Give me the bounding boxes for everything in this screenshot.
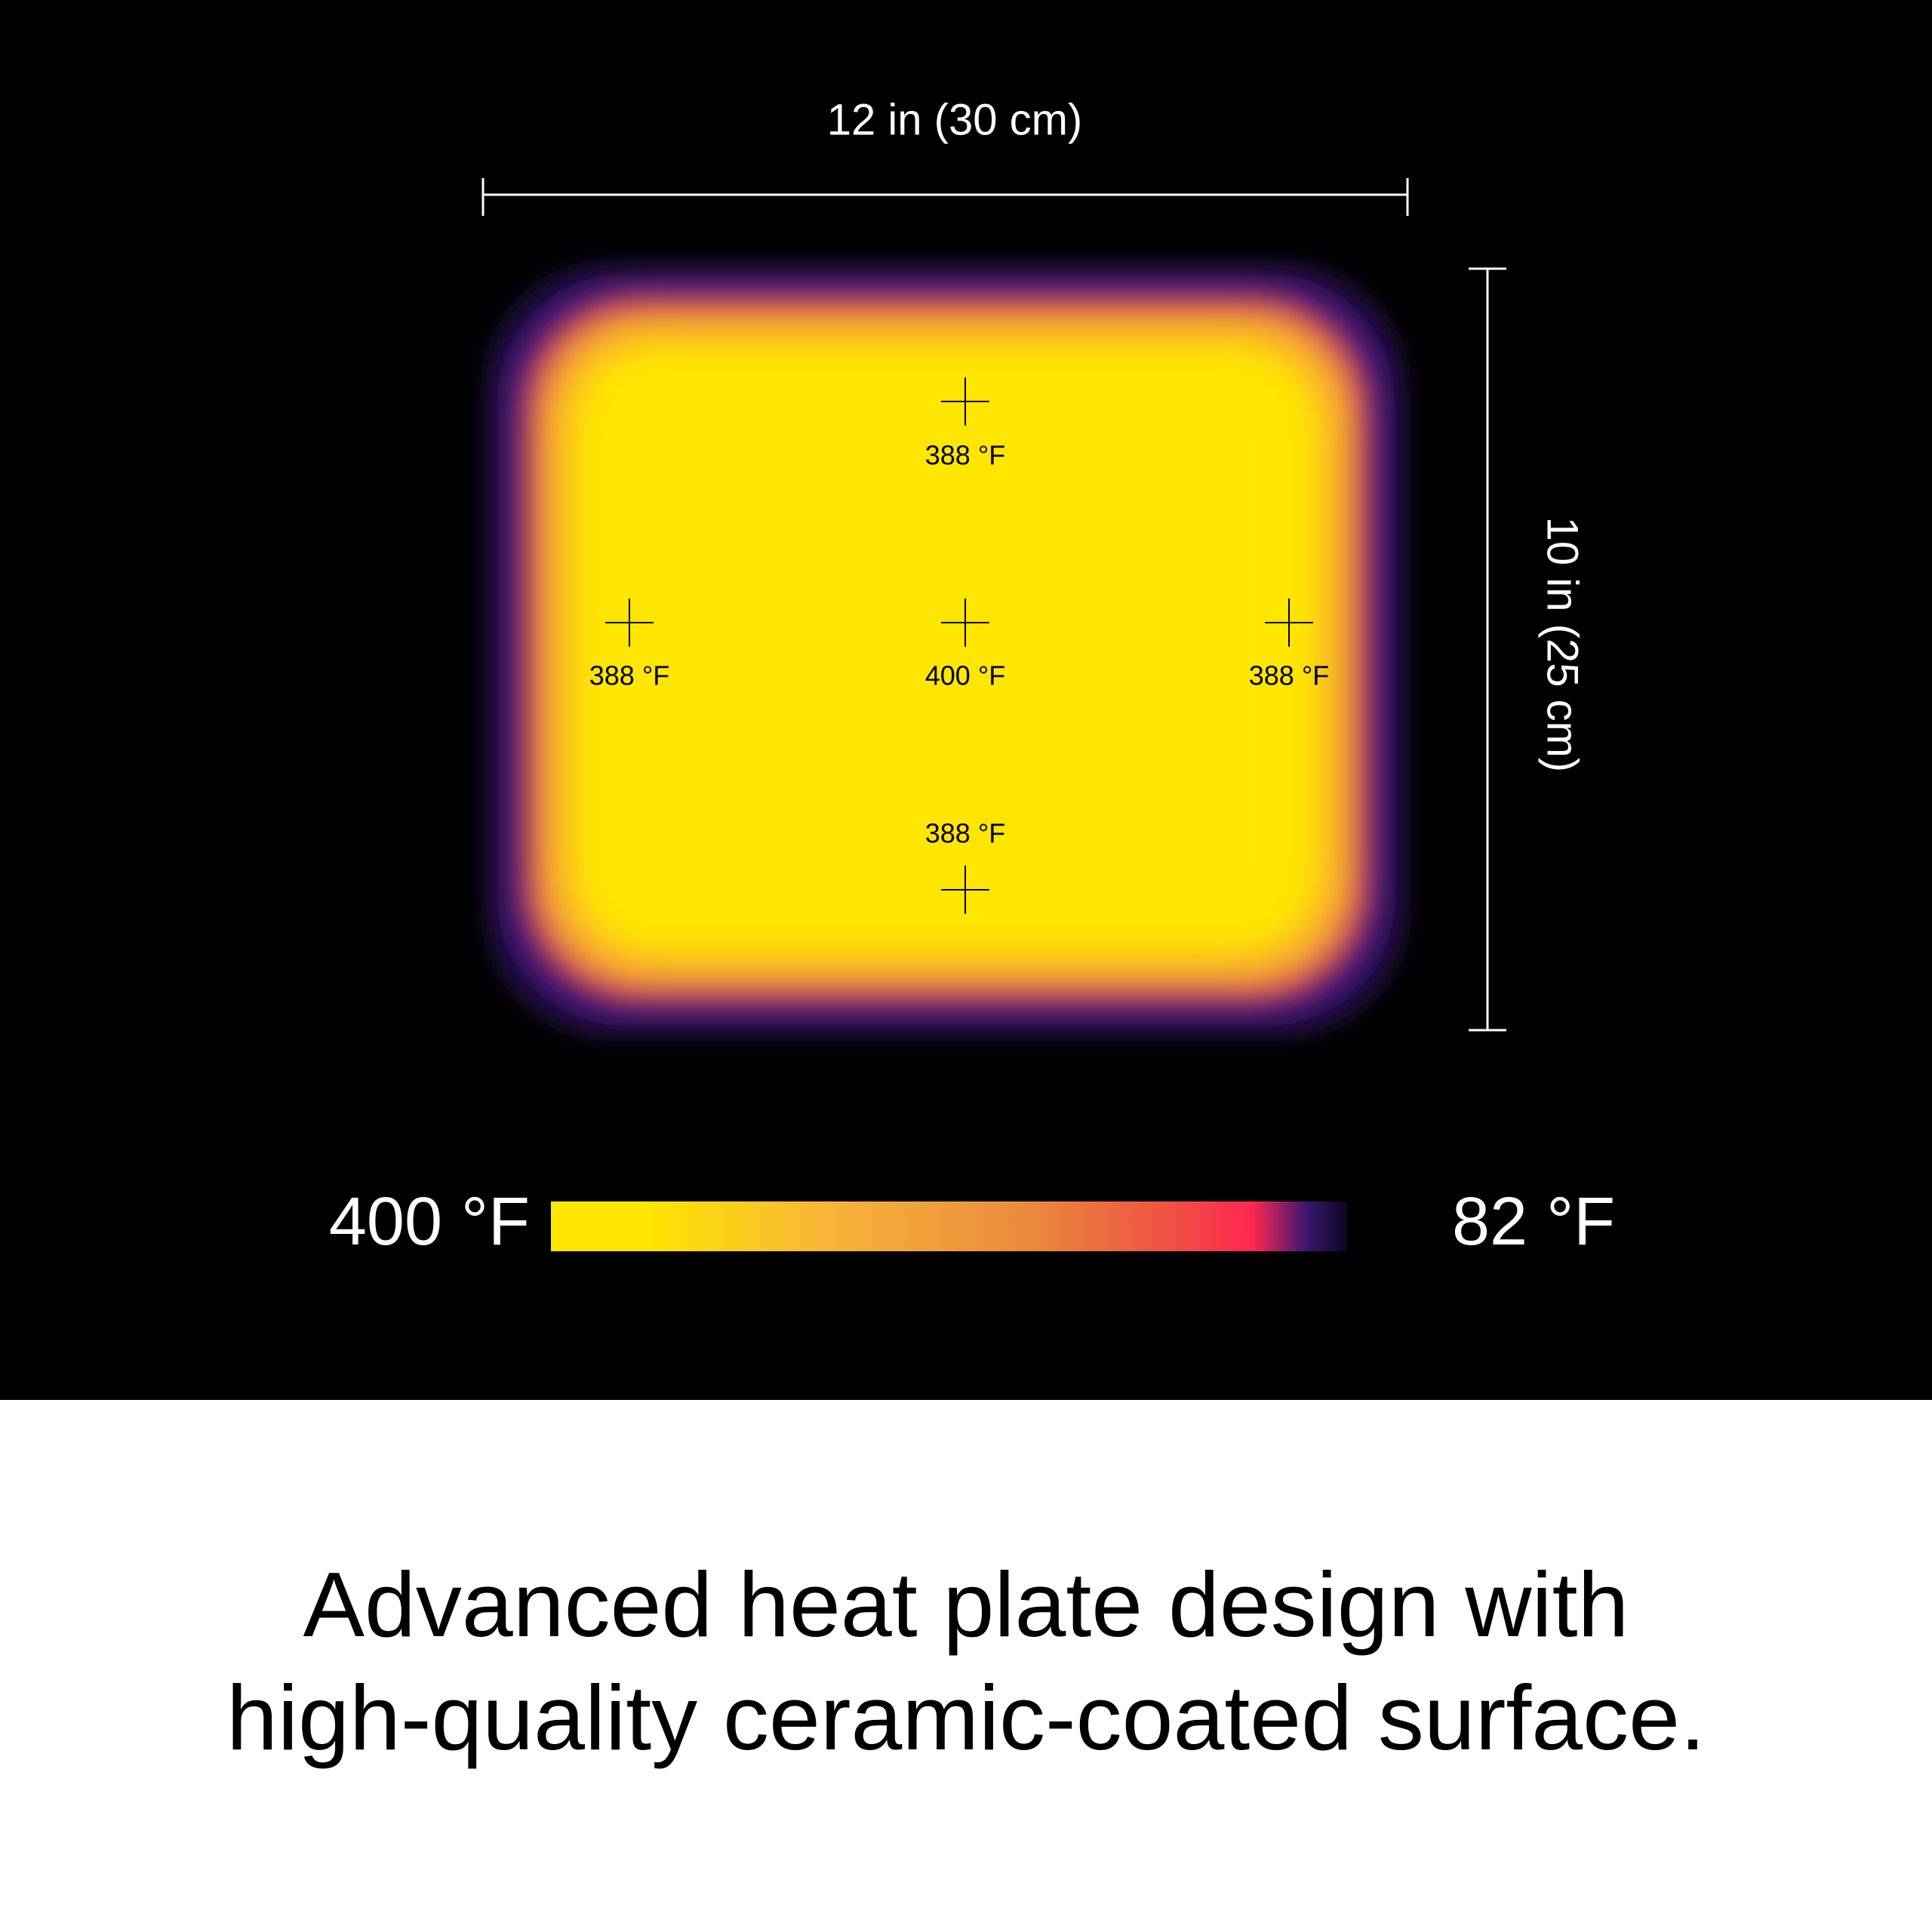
width-dimension-line bbox=[481, 178, 1409, 216]
point-label: 400 °F bbox=[925, 660, 1005, 691]
point-label: 388 °F bbox=[925, 440, 1005, 471]
point-label: 388 °F bbox=[1249, 660, 1329, 691]
color-scale bbox=[551, 1201, 1347, 1251]
legend-max-label: 400 °F bbox=[329, 1184, 530, 1260]
height-dimension-line bbox=[1469, 267, 1506, 1032]
caption-line: high-quality ceramic-coated surface. bbox=[226, 1666, 1706, 1769]
caption-line: Advanced heat plate design with bbox=[303, 1553, 1629, 1656]
height-label: 10 in (25 cm) bbox=[1538, 517, 1587, 772]
heat-map bbox=[481, 259, 1411, 1041]
point-label: 388 °F bbox=[925, 818, 1005, 849]
measurement-points: 388 °F 388 °F 400 °F 388 °F 388 °F bbox=[589, 377, 1329, 914]
legend-min-label: 82 °F bbox=[1452, 1184, 1615, 1260]
width-label: 12 in (30 cm) bbox=[827, 95, 1082, 144]
point-label: 388 °F bbox=[589, 660, 669, 691]
